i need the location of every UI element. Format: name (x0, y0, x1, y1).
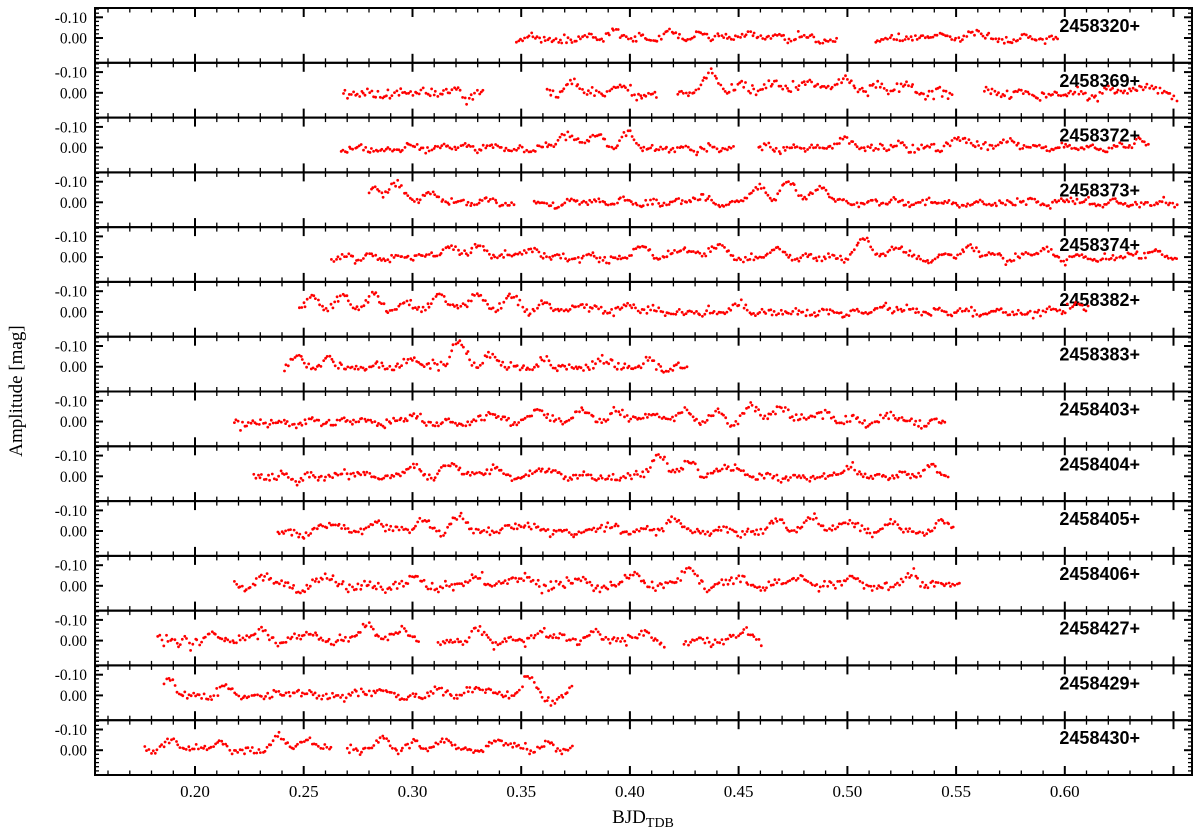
svg-text:0.00: 0.00 (60, 359, 87, 376)
tick-labels-layer: -0.10 0.00 -0.10 0.00 -0.10 0.00 -0.10 0.00 -0.1… (55, 10, 1080, 801)
x-axis-label: BJDTDB (612, 807, 674, 831)
panel-labels-layer: 2458320+ 2458369+ 2458372+ 2458373+ 2458374+… (1059, 16, 1140, 748)
svg-text:0.00: 0.00 (60, 31, 87, 48)
svg-text:0.00: 0.00 (60, 578, 87, 595)
svg-text:0.40: 0.40 (615, 782, 645, 801)
light-curve-points (162, 675, 574, 707)
light-curve-points (367, 178, 1179, 210)
svg-text:0.00: 0.00 (60, 250, 87, 267)
svg-text:0.00: 0.00 (60, 688, 87, 705)
svg-text:-0.10: -0.10 (55, 119, 88, 136)
svg-text:2458427+: 2458427+ (1059, 619, 1140, 639)
svg-text:0.00: 0.00 (60, 140, 87, 157)
svg-text:0.00: 0.00 (60, 743, 87, 760)
svg-text:2458430+: 2458430+ (1059, 728, 1140, 748)
svg-text:-0.10: -0.10 (55, 558, 88, 575)
svg-text:2458320+: 2458320+ (1059, 16, 1140, 36)
svg-text:0.00: 0.00 (60, 414, 87, 431)
svg-text:2458374+: 2458374+ (1059, 235, 1140, 255)
svg-text:-0.10: -0.10 (55, 65, 88, 82)
svg-text:-0.10: -0.10 (55, 10, 88, 27)
svg-text:-0.10: -0.10 (55, 667, 88, 684)
light-curve-points (330, 236, 1178, 267)
svg-text:-0.10: -0.10 (55, 174, 88, 191)
x-axis-label-subscript: TDB (645, 816, 674, 831)
points-layer (143, 27, 1179, 756)
light-curve-points (339, 129, 1150, 157)
svg-text:0.50: 0.50 (833, 782, 863, 801)
light-curve-points (156, 621, 763, 652)
svg-text:0.45: 0.45 (724, 782, 754, 801)
svg-text:-0.10: -0.10 (55, 229, 88, 246)
svg-text:2458405+: 2458405+ (1059, 509, 1140, 529)
svg-text:2458404+: 2458404+ (1059, 454, 1140, 474)
svg-text:0.35: 0.35 (506, 782, 536, 801)
svg-text:0.60: 0.60 (1050, 782, 1080, 801)
x-axis-label-main: BJD (612, 807, 646, 828)
svg-text:0.55: 0.55 (941, 782, 971, 801)
svg-text:0.30: 0.30 (398, 782, 428, 801)
svg-text:0.00: 0.00 (60, 469, 87, 486)
svg-text:2458406+: 2458406+ (1059, 564, 1140, 584)
svg-text:0.00: 0.00 (60, 304, 87, 321)
y-axis-label: Amplitude [mag] (6, 325, 27, 457)
svg-text:0.00: 0.00 (60, 195, 87, 212)
light-curve-points (342, 67, 1179, 106)
light-curve-points (298, 290, 1090, 320)
svg-text:2458373+: 2458373+ (1059, 180, 1140, 200)
svg-text:0.25: 0.25 (289, 782, 319, 801)
light-curve-points (233, 401, 947, 432)
light-curve-points (276, 511, 955, 540)
svg-text:2458372+: 2458372+ (1059, 126, 1140, 146)
svg-text:-0.10: -0.10 (55, 612, 88, 629)
svg-text:2458369+: 2458369+ (1059, 71, 1140, 91)
svg-text:-0.10: -0.10 (55, 339, 88, 356)
light-curve-points (143, 730, 574, 756)
svg-text:-0.10: -0.10 (55, 284, 88, 301)
svg-text:-0.10: -0.10 (55, 448, 88, 465)
svg-text:-0.10: -0.10 (55, 722, 88, 739)
light-curve-points (252, 453, 950, 487)
svg-text:-0.10: -0.10 (55, 503, 88, 520)
svg-text:2458403+: 2458403+ (1059, 400, 1140, 420)
panels-layer (94, 7, 1193, 777)
svg-text:2458429+: 2458429+ (1059, 673, 1140, 693)
svg-text:2458383+: 2458383+ (1059, 345, 1140, 365)
svg-text:0.00: 0.00 (60, 524, 87, 541)
light-curve-points (233, 566, 961, 595)
svg-text:-0.10: -0.10 (55, 393, 88, 410)
svg-text:0.20: 0.20 (180, 782, 210, 801)
svg-text:0.00: 0.00 (60, 85, 87, 102)
light-curve-points (515, 27, 1059, 45)
light-curve-points (283, 339, 689, 374)
svg-text:0.00: 0.00 (60, 633, 87, 650)
